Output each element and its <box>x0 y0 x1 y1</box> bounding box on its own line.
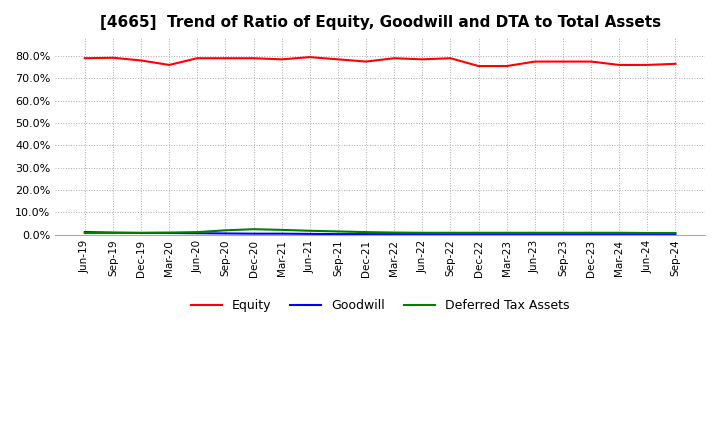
Deferred Tax Assets <box>193 230 202 235</box>
Equity <box>559 59 567 64</box>
Goodwill <box>503 232 511 237</box>
Goodwill <box>671 232 680 237</box>
Equity <box>643 62 652 68</box>
Goodwill <box>221 231 230 236</box>
Equity <box>109 55 117 60</box>
Deferred Tax Assets <box>643 231 652 236</box>
Goodwill <box>559 232 567 237</box>
Deferred Tax Assets <box>305 228 314 233</box>
Deferred Tax Assets <box>361 230 370 235</box>
Legend: Equity, Goodwill, Deferred Tax Assets: Equity, Goodwill, Deferred Tax Assets <box>186 294 575 317</box>
Equity <box>474 63 483 69</box>
Deferred Tax Assets <box>165 230 174 235</box>
Goodwill <box>446 232 455 237</box>
Equity <box>333 57 342 62</box>
Deferred Tax Assets <box>81 231 89 236</box>
Equity <box>531 59 539 64</box>
Goodwill <box>249 231 258 236</box>
Goodwill <box>474 232 483 237</box>
Equity <box>249 55 258 61</box>
Goodwill <box>277 231 286 236</box>
Equity <box>137 58 145 63</box>
Deferred Tax Assets <box>559 230 567 235</box>
Equity <box>446 55 455 61</box>
Equity <box>81 55 89 61</box>
Goodwill <box>643 232 652 237</box>
Goodwill <box>165 231 174 236</box>
Equity <box>193 55 202 61</box>
Goodwill <box>361 231 370 237</box>
Goodwill <box>81 230 89 235</box>
Equity <box>615 62 624 68</box>
Deferred Tax Assets <box>503 230 511 235</box>
Deferred Tax Assets <box>531 230 539 235</box>
Goodwill <box>109 230 117 235</box>
Deferred Tax Assets <box>474 230 483 235</box>
Deferred Tax Assets <box>221 227 230 233</box>
Deferred Tax Assets <box>277 227 286 232</box>
Goodwill <box>193 231 202 236</box>
Deferred Tax Assets <box>671 231 680 236</box>
Equity <box>277 57 286 62</box>
Goodwill <box>137 231 145 236</box>
Goodwill <box>531 232 539 237</box>
Line: Deferred Tax Assets: Deferred Tax Assets <box>85 229 675 233</box>
Deferred Tax Assets <box>446 230 455 235</box>
Equity <box>418 57 427 62</box>
Line: Equity: Equity <box>85 57 675 66</box>
Deferred Tax Assets <box>249 227 258 232</box>
Equity <box>361 59 370 64</box>
Deferred Tax Assets <box>615 230 624 235</box>
Title: [4665]  Trend of Ratio of Equity, Goodwill and DTA to Total Assets: [4665] Trend of Ratio of Equity, Goodwil… <box>99 15 661 30</box>
Equity <box>305 55 314 60</box>
Goodwill <box>390 231 398 237</box>
Goodwill <box>587 232 595 237</box>
Deferred Tax Assets <box>109 231 117 236</box>
Deferred Tax Assets <box>587 230 595 235</box>
Equity <box>587 59 595 64</box>
Equity <box>503 63 511 69</box>
Goodwill <box>333 231 342 237</box>
Equity <box>671 61 680 66</box>
Deferred Tax Assets <box>333 229 342 234</box>
Goodwill <box>418 231 427 237</box>
Equity <box>390 55 398 61</box>
Deferred Tax Assets <box>137 230 145 235</box>
Goodwill <box>305 231 314 237</box>
Deferred Tax Assets <box>418 230 427 235</box>
Line: Goodwill: Goodwill <box>85 232 675 235</box>
Deferred Tax Assets <box>390 230 398 235</box>
Equity <box>221 55 230 61</box>
Goodwill <box>615 232 624 237</box>
Equity <box>165 62 174 68</box>
